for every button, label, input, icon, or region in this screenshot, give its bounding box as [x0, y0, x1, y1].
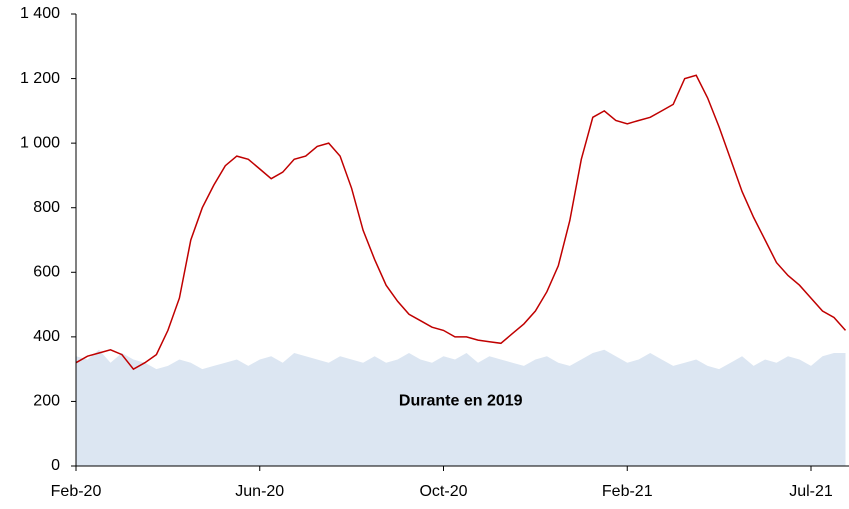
x-tick-label: Feb-20 [51, 483, 102, 500]
y-tick-label: 400 [33, 328, 60, 345]
x-tick-label: Jun-20 [235, 483, 284, 500]
y-tick-label: 600 [33, 264, 60, 281]
y-tick-label: 800 [33, 199, 60, 216]
x-tick-label: Oct-20 [419, 483, 467, 500]
area [76, 349, 846, 466]
y-tick-label: 1 000 [20, 134, 60, 151]
y-tick-label: 1 200 [20, 70, 60, 87]
x-tick-label: Jul-21 [789, 483, 833, 500]
y-tick-label: 1 400 [20, 5, 60, 22]
y-tick-label: 200 [33, 393, 60, 410]
area-label: Durante en 2019 [399, 393, 523, 410]
y-tick-label: 0 [51, 457, 60, 474]
line [75, 74, 847, 371]
x-tick-label: Feb-21 [602, 483, 653, 500]
